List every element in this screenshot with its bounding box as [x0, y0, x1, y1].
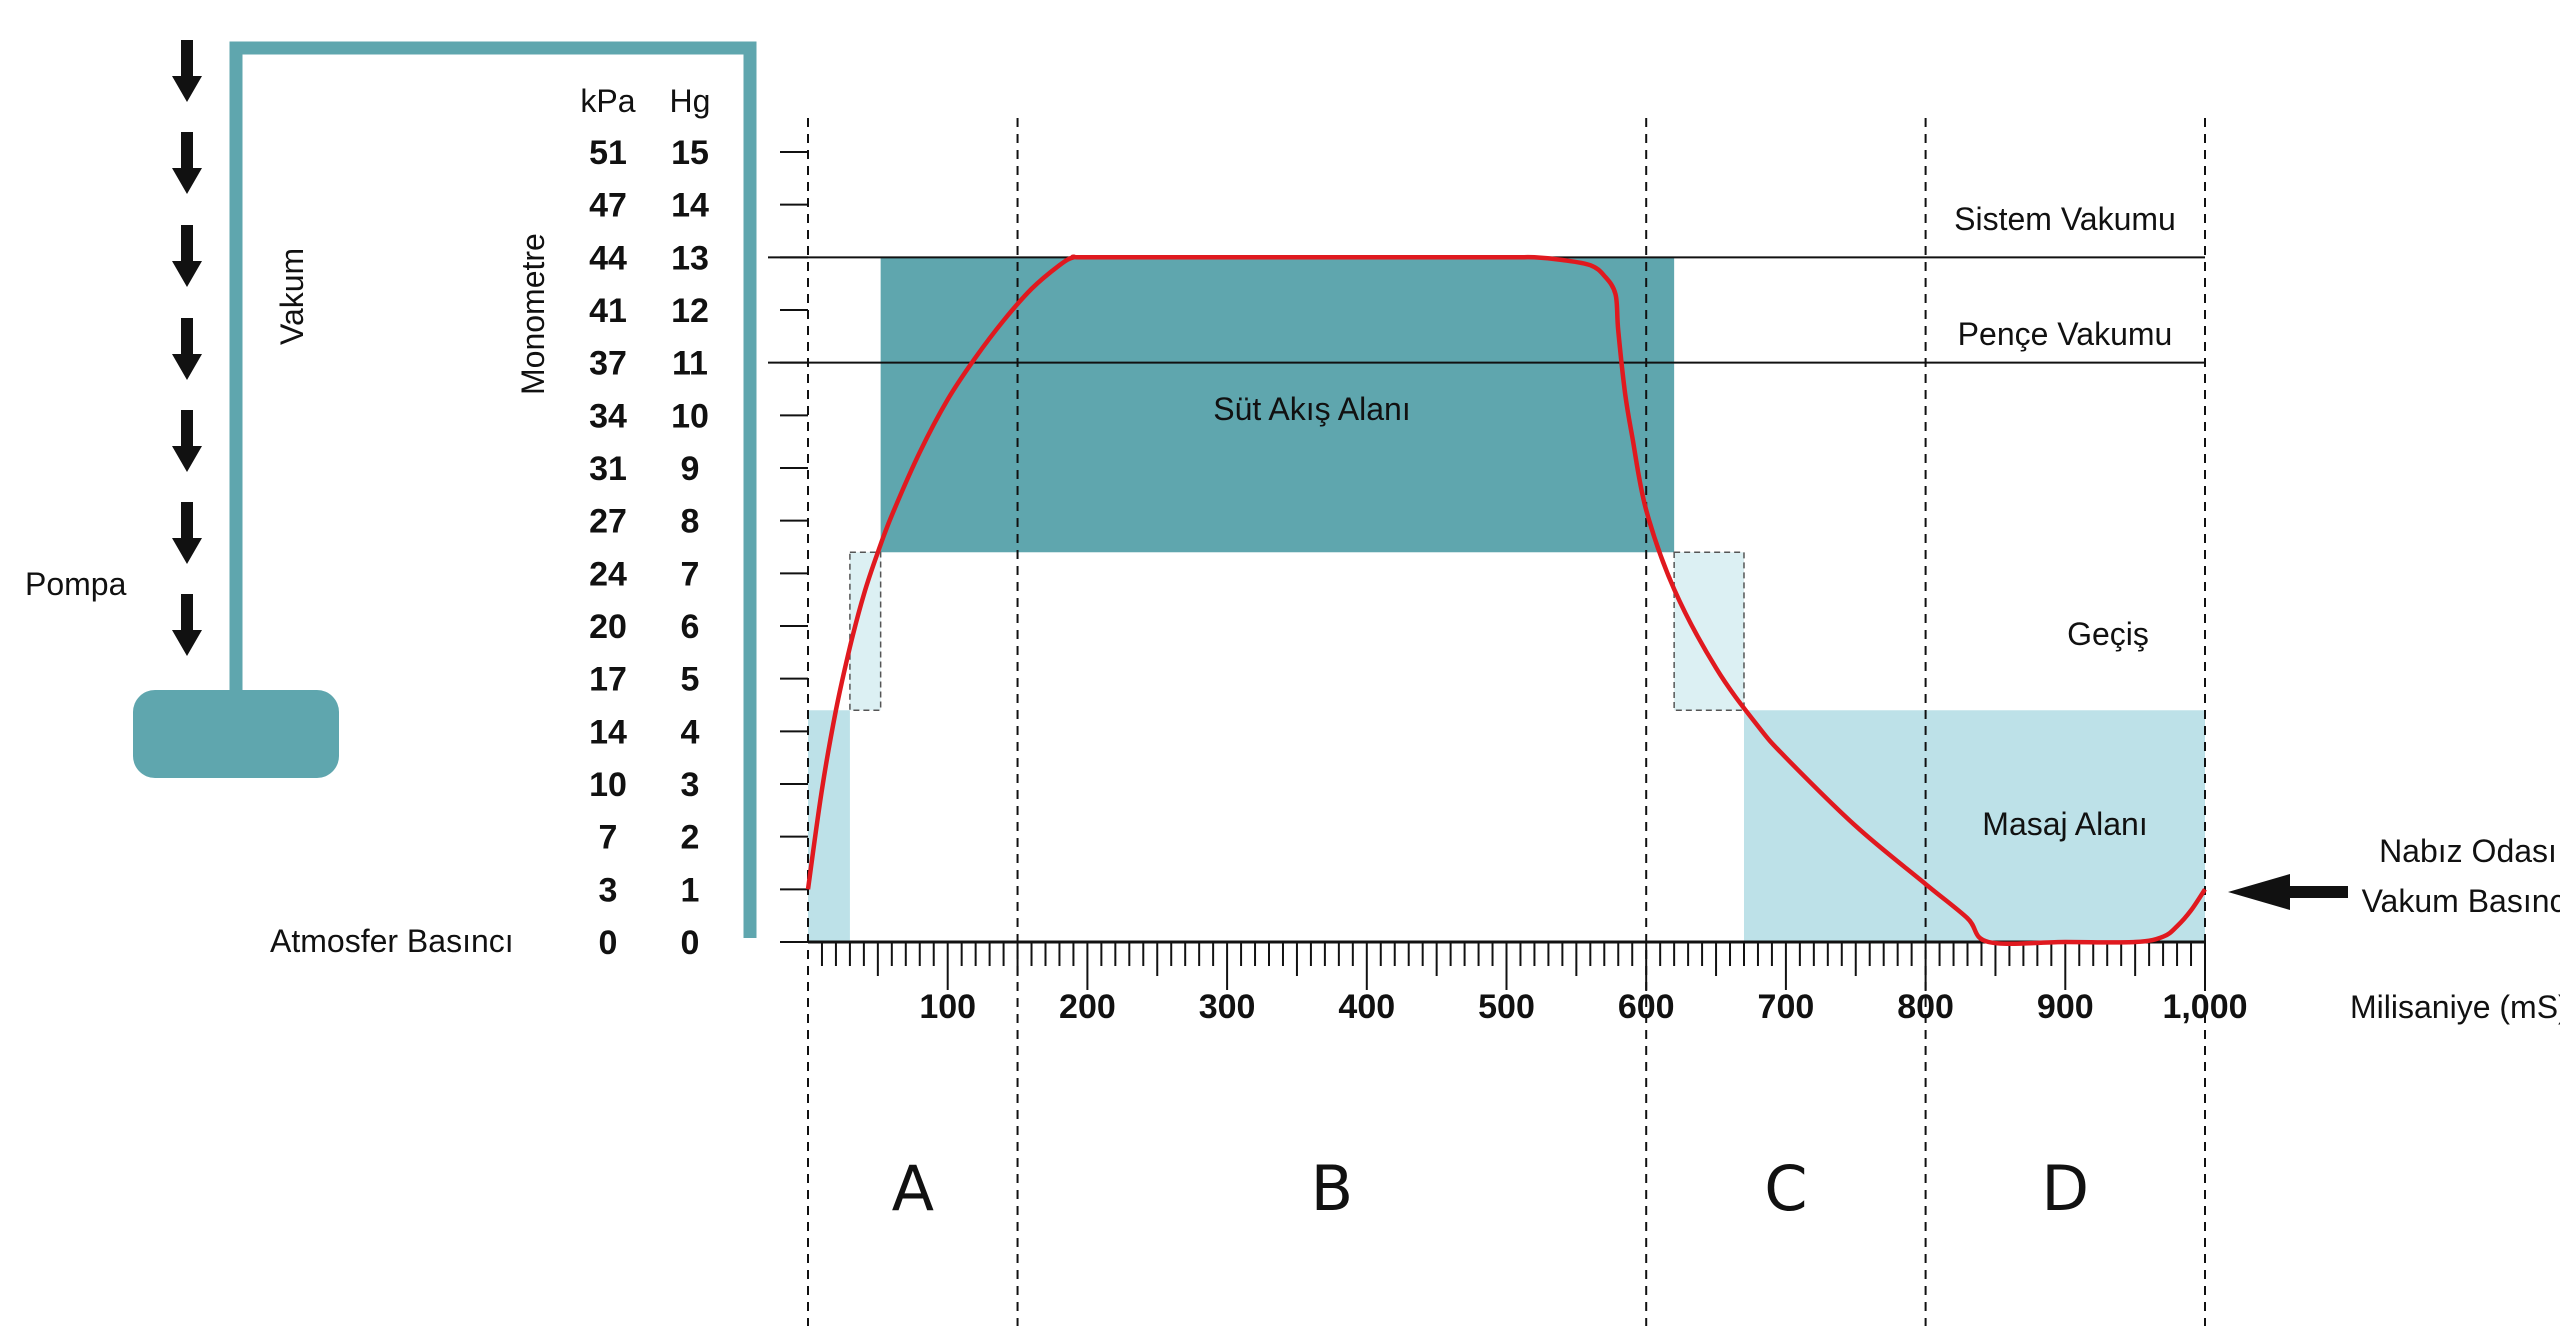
massage-area-label: Masaj Alanı	[1982, 806, 2147, 842]
y-tick-label-kpa: 7	[599, 819, 618, 857]
region-masaj-alanı	[1743, 710, 2205, 942]
down-arrow-icon	[172, 502, 202, 564]
down-arrow-icon	[172, 132, 202, 194]
y-tick-label-kpa: 51	[589, 134, 627, 172]
vacuum-label: Vakum	[274, 248, 310, 345]
x-tick-label: 1,000	[2162, 988, 2247, 1026]
atmospheric-pressure-label: Atmosfer Basıncı	[270, 923, 514, 959]
y-tick-label-hg: 0	[681, 924, 700, 962]
phase-label: B	[1311, 1152, 1354, 1225]
y-tick-label-hg: 13	[671, 239, 709, 277]
y-tick-label-hg: 6	[681, 608, 700, 646]
y-tick-label-kpa: 14	[589, 713, 627, 751]
chart-text: Pompa Vakum Monometre kPa Hg Atmosfer Ba…	[25, 83, 2560, 1025]
pump-label: Pompa	[25, 566, 127, 602]
y-tick-label-kpa: 24	[589, 555, 627, 593]
y-tick-label-kpa: 10	[589, 766, 627, 804]
system-vacuum-label: Sistem Vakumu	[1954, 201, 2176, 237]
down-arrow-icon	[172, 594, 202, 656]
suction-arrows	[172, 40, 202, 656]
y-tick-label-hg: 1	[681, 871, 700, 909]
y-tick-label-hg: 8	[681, 503, 700, 541]
x-tick-label: 600	[1618, 988, 1675, 1026]
claw-vacuum-label: Pençe Vakumu	[1958, 316, 2173, 352]
y-tick-label-hg: 10	[671, 397, 709, 435]
y-tick-label-kpa: 44	[589, 239, 627, 277]
down-arrow-icon	[172, 225, 202, 287]
milk-flow-area-label: Süt Akış Alanı	[1213, 391, 1410, 427]
x-tick-label: 800	[1897, 988, 1954, 1026]
y-tick-label-kpa: 17	[589, 661, 627, 699]
y-tick-label-kpa: 27	[589, 503, 627, 541]
transition-label: Geçiş	[2067, 616, 2149, 652]
x-tick-label: 700	[1758, 988, 1815, 1026]
y-tick-label-hg: 11	[672, 345, 708, 383]
y-tick-label-kpa: 37	[589, 345, 627, 383]
y-tick-label-kpa: 41	[589, 292, 627, 330]
pulse-chamber-label-line2: Vakum Basıncı	[2362, 883, 2560, 919]
x-tick-label: 900	[2037, 988, 2094, 1026]
down-arrow-icon	[172, 40, 202, 102]
y-axis-label: Monometre	[515, 233, 551, 395]
y-tick-label-hg: 3	[681, 766, 700, 804]
y-tick-label-hg: 9	[681, 450, 700, 488]
x-tick-label: 500	[1478, 988, 1535, 1026]
y-tick-label-hg: 4	[681, 713, 700, 751]
x-tick-label: 200	[1059, 988, 1116, 1026]
phase-label: C	[1764, 1152, 1807, 1225]
phase-label: A	[892, 1152, 934, 1225]
x-tick-label: 400	[1338, 988, 1395, 1026]
chart-regions	[808, 257, 2205, 942]
region-shade	[1673, 551, 1745, 712]
x-axis-label: Milisaniye (mS)	[2350, 989, 2560, 1025]
down-arrow-icon	[172, 318, 202, 380]
pump-body-icon	[133, 690, 339, 778]
left-arrow-icon	[2228, 874, 2348, 910]
y-tick-label-hg: 12	[671, 292, 709, 330]
x-tick-label: 300	[1199, 988, 1256, 1026]
vacuum-pipe	[229, 41, 757, 938]
pulse-chamber-label-line1: Nabız Odası	[2379, 833, 2557, 869]
y-tick-label-kpa: 0	[599, 924, 618, 962]
y-tick-label-hg: 2	[681, 819, 700, 857]
kpa-unit-label: kPa	[580, 83, 635, 119]
y-tick-label-hg: 5	[681, 661, 700, 699]
y-tick-label-kpa: 3	[599, 871, 618, 909]
y-tick-label-hg: 14	[671, 187, 709, 225]
y-tick-label-kpa: 47	[589, 187, 627, 225]
pressure-curve-line	[805, 254, 2207, 947]
pump-diagram	[133, 41, 757, 938]
y-tick-label-hg: 15	[671, 134, 709, 172]
x-tick-label: 100	[919, 988, 976, 1026]
y-tick-label-hg: 7	[681, 555, 700, 593]
y-tick-label-kpa: 34	[589, 397, 627, 435]
y-tick-label-kpa: 20	[589, 608, 627, 646]
hg-unit-label: Hg	[670, 83, 711, 119]
down-arrow-icon	[172, 410, 202, 472]
pressure-curve	[805, 254, 2207, 947]
y-tick-label-kpa: 31	[589, 450, 627, 488]
phase-label: D	[2041, 1152, 2089, 1225]
